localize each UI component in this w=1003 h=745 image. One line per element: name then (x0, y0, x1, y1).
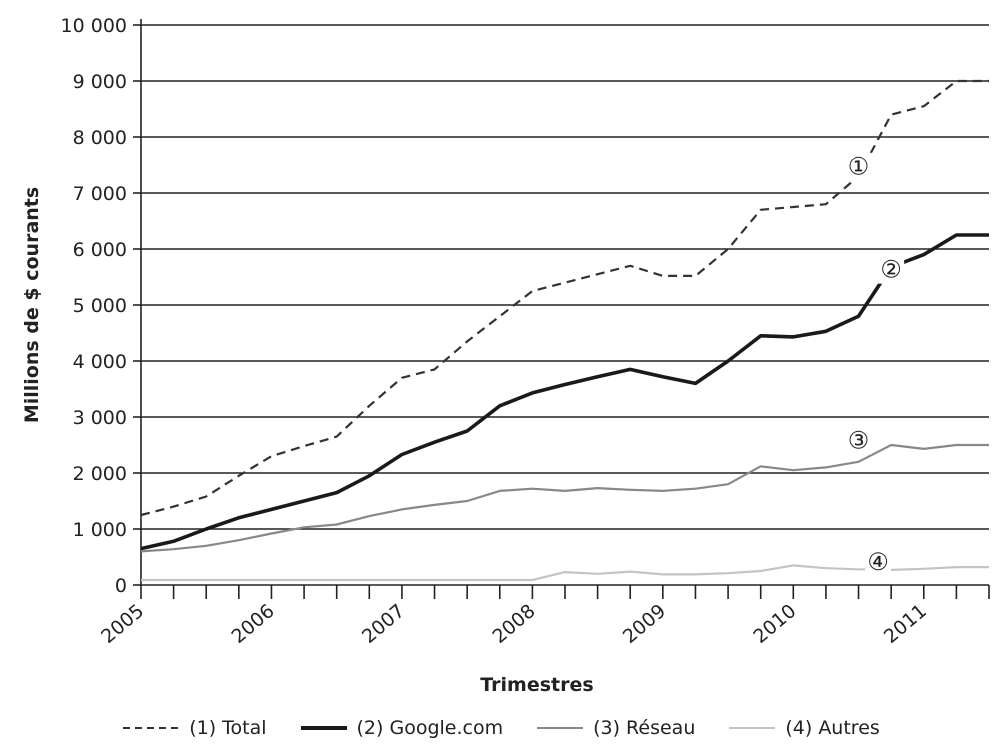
x-tick-label-2: 2007 (358, 600, 409, 648)
grid-lines (141, 24, 989, 586)
x-axis: 2005 2006 2007 2008 2009 2010 2011 (97, 585, 990, 648)
y-tick-label-3: 3 000 (73, 407, 127, 429)
y-axis-title: Millions de $ courants (21, 187, 43, 423)
y-tick-label-9: 9 000 (73, 71, 127, 93)
series-marker-bg-1 (878, 255, 905, 284)
y-axis: 0 1 000 2 000 3 000 4 000 5 000 6 000 7 000 8 00… (61, 15, 142, 597)
series-marker-3: ④ (867, 548, 889, 576)
line-chart: 0 1 000 2 000 3 000 4 000 5 000 6 000 7 000 8 00… (21, 15, 990, 696)
x-tick-label-4: 2009 (619, 600, 670, 648)
y-tick-label-4: 4 000 (73, 351, 127, 373)
series-marker-bg-3 (865, 548, 892, 577)
y-tick-label-1: 1 000 (73, 519, 127, 541)
y-tick-label-7: 7 000 (73, 183, 127, 205)
x-axis-title: Trimestres (480, 674, 593, 696)
x-tick-label-3: 2008 (488, 600, 539, 648)
series-lines (140, 79, 989, 582)
series-marker-0: ① (848, 153, 870, 181)
legend-item-total: (1) Total (123, 717, 267, 739)
y-tick-label-2: 2 000 (73, 463, 127, 485)
series-marker-bg-2 (845, 426, 872, 455)
series-marker-1: ② (880, 256, 902, 284)
x-tick-label-1: 2006 (227, 600, 278, 648)
legend-swatch-reseau (537, 727, 584, 729)
legend-label-google: (2) Google.com (356, 717, 504, 739)
x-tick-label-6: 2011 (880, 600, 931, 648)
y-tick-label-6: 6 000 (73, 239, 127, 261)
legend-label-reseau: (3) Réseau (593, 717, 696, 739)
series-line-1 (140, 233, 989, 551)
y-tick-label-8: 8 000 (73, 127, 127, 149)
legend-swatch-total (123, 727, 180, 729)
legend: (1) Total (2) Google.com (3) Réseau (4) … (0, 712, 1003, 744)
legend-item-google: (2) Google.com (300, 717, 504, 739)
series-line-2 (140, 443, 989, 553)
x-tick-label-0: 2005 (97, 600, 148, 648)
legend-label-total: (1) Total (189, 717, 267, 739)
series-line-3 (141, 564, 989, 582)
legend-item-reseau: (3) Réseau (537, 717, 695, 739)
series-marker-bg-0 (845, 152, 872, 181)
legend-label-autres: (4) Autres (785, 717, 880, 739)
y-tick-label-10: 10 000 (61, 15, 127, 37)
y-tick-label-5: 5 000 (73, 295, 127, 317)
legend-swatch-autres (729, 727, 776, 729)
x-tick-label-5: 2010 (749, 600, 800, 648)
legend-swatch-google (300, 726, 347, 730)
series-markers: ① ② ③ ④ (845, 152, 905, 577)
series-marker-2: ③ (848, 427, 870, 455)
legend-item-autres: (4) Autres (729, 717, 880, 739)
series-line-0 (140, 79, 989, 517)
y-tick-label-0: 0 (115, 575, 127, 597)
